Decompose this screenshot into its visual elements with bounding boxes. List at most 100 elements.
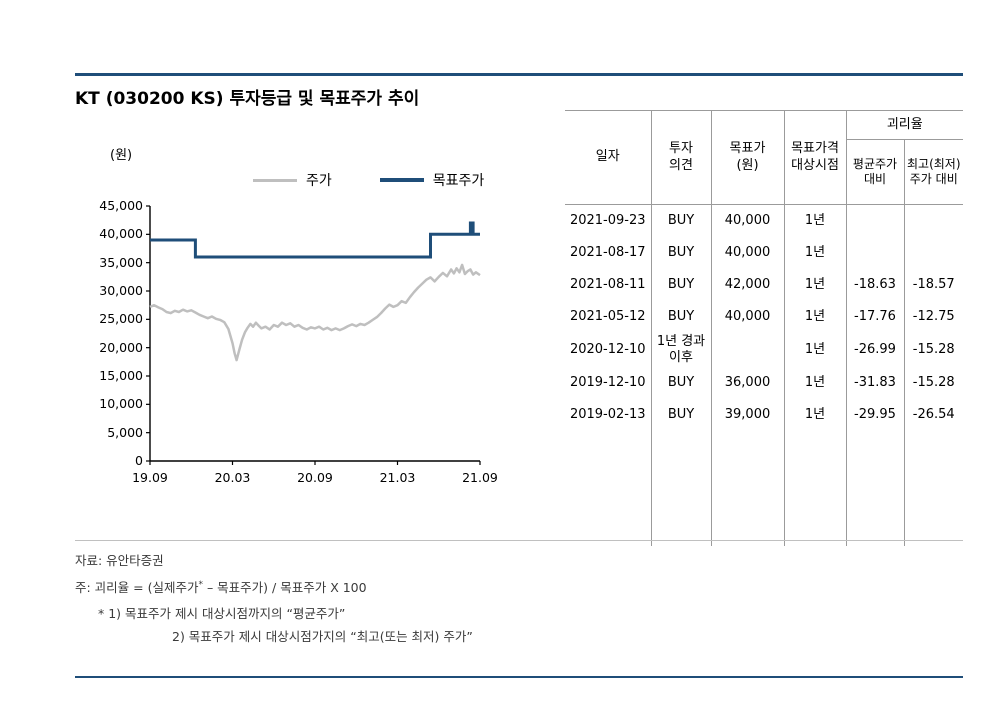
table-cell: BUY [651,204,712,237]
formula-suffix: – 목표주가) / 목표주가 X 100 [202,580,367,595]
table-cell: -29.95 [846,399,905,432]
table-cell: -26.99 [846,333,905,368]
table-cell: -18.57 [912,276,955,292]
y-axis-label: 10,000 [99,396,143,412]
table-cell: BUY [651,367,712,400]
price-line-swatch [253,178,297,182]
legend-item-target-price: 목표주가 [379,170,485,190]
table-row: 2019-02-13 BUY 39,000 1년 -29.95 -26.54 [565,399,963,432]
table-cell: 1년 [784,399,847,432]
table-cell: 2019-02-13 [565,399,652,432]
table-cell: 1년 [784,237,847,269]
table-row: 2020-12-10 1년 경과 이후 1년 -26.99 -15.28 [565,333,963,368]
table-cell: 1년 [784,301,847,333]
table-cell: 1년 [784,333,847,368]
x-axis-label: 21.03 [379,470,416,485]
table-cell: 40,000 [711,204,785,237]
table-row: 2021-08-17 BUY 40,000 1년 [565,237,963,269]
legend-label: 주가 [306,173,332,189]
table-cell: 36,000 [711,367,785,400]
formula-asterisk: * [198,579,203,590]
target-price-line-series [150,221,480,259]
legend-label: 목표주가 [432,173,485,189]
chart-legend: 주가 목표주가 [253,170,484,190]
table-cell [904,237,963,269]
table-cell: 42,000 [711,269,785,301]
table-filler-cell [904,432,963,546]
col-header-period: 목표가격 대상시점 [784,110,847,205]
price-line-series [149,263,481,362]
table-cell: 1년 [784,367,847,400]
table-row: 2019-12-10 BUY 36,000 1년 -31.83 -15.28 [565,367,963,400]
table-filler-cell [565,431,652,546]
table-cell: BUY [651,399,712,432]
table-filler-cell [651,431,712,546]
bottom-rule [75,676,963,678]
y-axis-label: 35,000 [99,254,143,270]
footer-divider [75,540,963,541]
table-cell: -12.75 [912,308,955,324]
table-cell: -18.63 [846,269,905,301]
table-cell: BUY [651,301,712,333]
col-header-date: 일자 [565,110,652,205]
table-cell: 1년 [784,204,847,237]
col-header-opinion: 투자 의견 [651,110,712,205]
table-cell [846,237,905,269]
table-row: 2021-05-12 BUY 40,000 1년 -17.76 -12.75 [565,301,963,333]
table-cell: 2019-12-10 [565,367,652,400]
col-header-vs-extreme: 최고(최저) 주가 대비 [904,139,964,205]
table-cell: -15.28 [912,375,955,391]
col-header-disparity-group: 괴리율 [846,110,964,140]
footnote-1: * 1) 목표주가 제시 대상시점까지의 “평균주가” [98,606,346,621]
x-axis-label: 20.03 [214,470,251,485]
table-cell: BUY [651,269,712,301]
table-row: 2021-09-23 BUY 40,000 1년 [565,204,963,238]
col-header-target-price: 목표가 (원) [711,110,785,205]
target-price-history-table: 일자 투자 의견 목표가 (원) 목표가격 대상시점 괴리율 평균주가 대비 최… [565,110,964,546]
y-axis-label: 45,000 [99,198,143,213]
x-axis-label: 20.09 [297,470,333,485]
table-cell: 2021-09-23 [565,204,652,237]
x-axis-label: 21.09 [462,470,498,485]
top-rule [75,73,963,76]
table-cell [904,205,963,238]
table-cell: 40,000 [711,237,785,269]
col-header-vs-average: 평균주가 대비 [846,139,905,205]
table-cell [711,333,785,368]
x-axis-label: 19.09 [132,470,168,485]
table-cell: BUY [651,237,712,269]
y-axis-label: 30,000 [99,283,143,298]
table-filler-cell [784,431,847,546]
y-axis-unit-label: (원) [110,148,133,163]
table-cell: -17.76 [846,301,905,333]
table-cell: 2021-08-17 [565,237,652,269]
table-cell: -15.28 [912,342,955,358]
price-chart: (원) 주가 목표주가 45,000 40,000 35,000 30,000 25,0… [85,138,555,508]
table-cell: 2021-05-12 [565,301,652,333]
table-cell: 40,000 [711,301,785,333]
table-filler-row [565,431,963,546]
table-filler-cell [711,431,785,546]
y-axis-label: 15,000 [99,368,143,383]
source-note: 자료: 유안타증권 [75,553,164,568]
y-axis-label: 0 [135,453,143,468]
table-row: 2021-08-11 BUY 42,000 1년 -18.63 -18.57 [565,269,963,301]
target-price-line-swatch [379,178,424,182]
table-cell: 1년 경과 이후 [651,333,712,368]
y-axis-label: 5,000 [107,424,143,440]
table-cell: 2021-08-11 [565,269,652,301]
table-cell: 39,000 [711,399,785,432]
table-cell [846,204,905,237]
table-cell: 2020-12-10 [565,333,652,368]
y-axis-label: 40,000 [99,226,143,242]
formula-prefix: 주: 괴리율 = (실제주가 [75,580,199,595]
formula-note: 주: 괴리율 = (실제주가* – 목표주가) / 목표주가 X 100 [75,577,367,596]
table-cell: -31.83 [846,367,905,400]
legend-item-price: 주가 [253,170,332,190]
page-title: KT (030200 KS) 투자등급 및 목표주가 추이 [75,89,420,109]
table-cell: -26.54 [912,407,955,423]
line-chart-plot [146,205,481,465]
y-axis-label: 25,000 [99,311,143,327]
table-cell: 1년 [784,269,847,301]
